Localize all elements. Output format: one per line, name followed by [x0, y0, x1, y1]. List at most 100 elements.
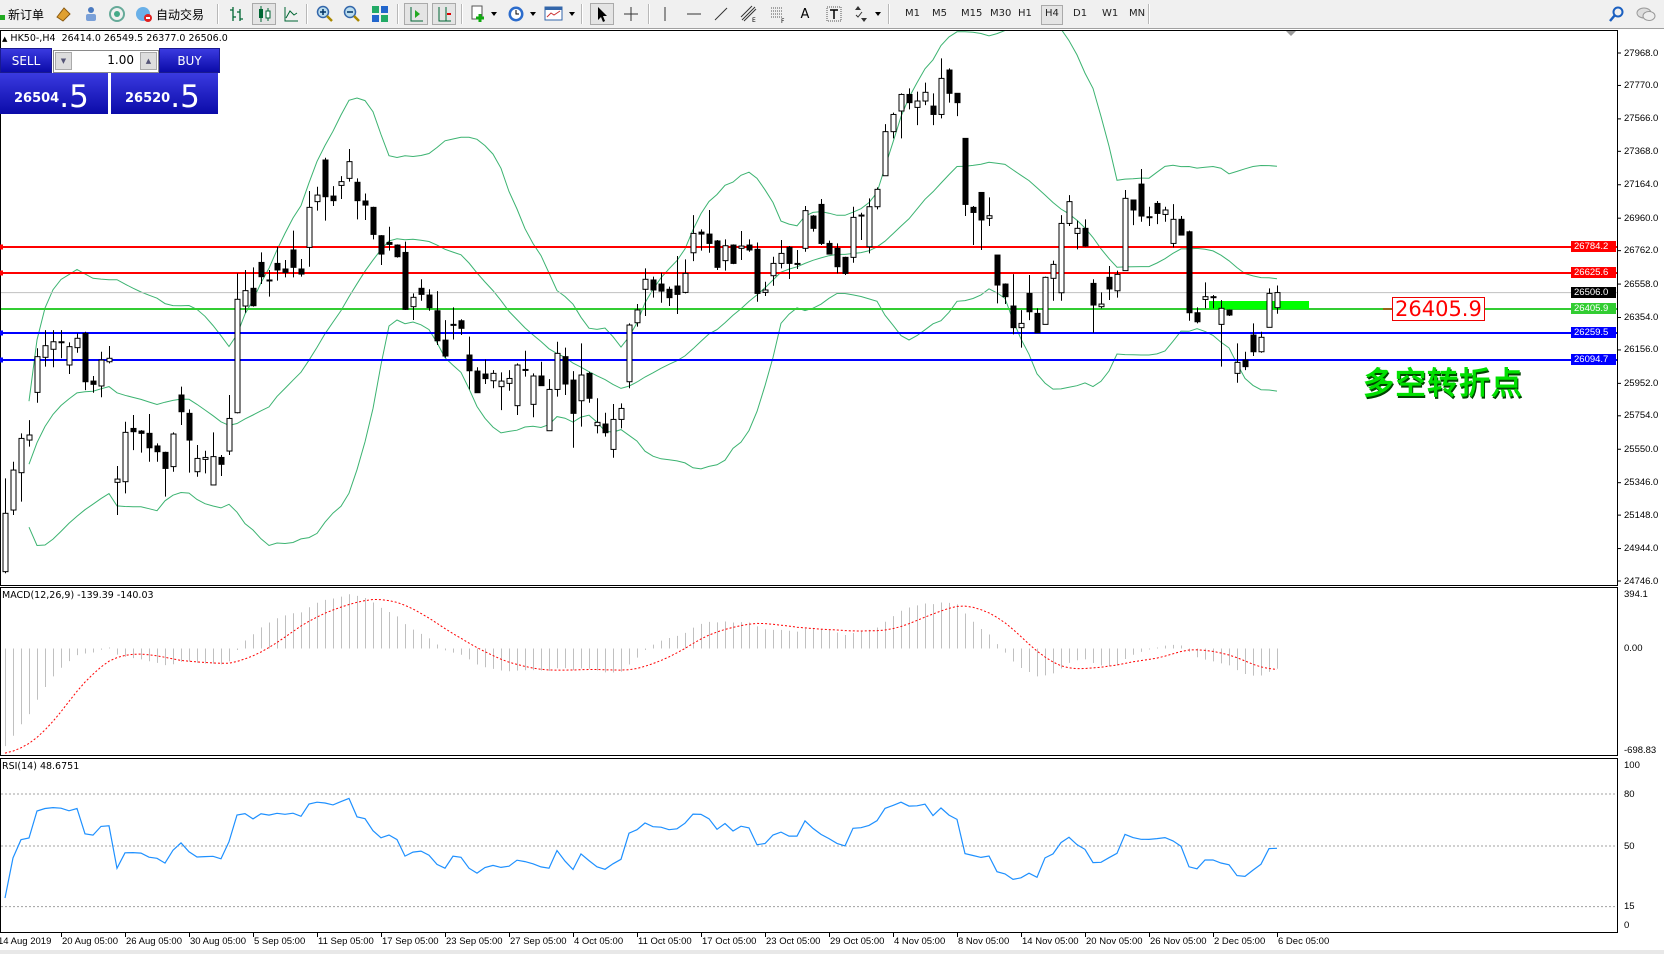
timeframe-m30[interactable]: M30	[990, 8, 1012, 19]
candle-body-bearish	[138, 430, 145, 434]
candle	[458, 319, 465, 336]
line-handle	[0, 357, 3, 363]
new-order-button[interactable]: 新订单	[0, 3, 44, 25]
arrows-dropdown-icon[interactable]	[875, 12, 881, 16]
buy-button[interactable]: BUY	[159, 48, 220, 73]
text-label-icon	[826, 6, 842, 22]
text-tool-button[interactable]: A	[795, 3, 815, 25]
trendline-button[interactable]	[710, 3, 732, 25]
timeframe-h1[interactable]: H1	[1018, 8, 1032, 19]
candle-body-bullish	[610, 418, 617, 450]
candle-body-bullish	[1074, 227, 1081, 234]
vertical-line-icon	[664, 7, 666, 21]
candle-body-bearish	[730, 244, 737, 264]
candle-body-bullish	[522, 368, 529, 371]
candle-body-bullish	[1042, 276, 1049, 325]
candle-body-bearish	[714, 240, 721, 268]
candle-body-bullish	[554, 352, 561, 390]
crosshair-button[interactable]	[620, 3, 642, 25]
candle	[538, 361, 545, 387]
timeframe-m5[interactable]: M5	[932, 8, 947, 19]
market-watch-button[interactable]	[80, 3, 102, 25]
candle	[786, 246, 793, 279]
candle-body-bullish	[882, 131, 889, 177]
separator	[1148, 4, 1150, 24]
candle	[874, 187, 881, 210]
sell-price-button[interactable]: 26504.5	[0, 73, 108, 114]
auto-scroll-button[interactable]	[404, 3, 428, 25]
lot-size-input[interactable]: ▼ 1.00 ▲	[53, 50, 159, 73]
lot-increase-icon[interactable]: ▲	[140, 52, 157, 70]
candle-body-bearish	[298, 268, 305, 275]
lot-decrease-icon[interactable]: ▼	[55, 52, 72, 70]
candle-body-bearish	[402, 251, 409, 310]
candle	[210, 432, 217, 486]
rsi-scale-label: 80	[1624, 788, 1635, 800]
candle-body-bullish	[410, 296, 417, 308]
cursor-tool-button[interactable]	[590, 3, 614, 25]
candle	[1018, 310, 1025, 348]
chart-shift-button[interactable]	[432, 3, 456, 25]
rsi-label: RSI(14) 48.6751	[2, 761, 80, 772]
gold-button[interactable]	[52, 3, 74, 25]
macd-signal-line	[4, 598, 1278, 754]
channel-button[interactable]: E	[738, 3, 760, 25]
candle	[202, 450, 209, 474]
price-annotation-box[interactable]: 26405.9	[1392, 297, 1485, 321]
bottom-scroll-edge[interactable]	[0, 950, 1664, 954]
auto-trading-button[interactable]: 自动交易	[134, 3, 204, 25]
candle	[722, 239, 729, 271]
sell-button[interactable]: SELL	[0, 48, 52, 73]
indicators-button[interactable]	[468, 3, 490, 25]
zoom-out-button[interactable]	[341, 3, 363, 25]
candle	[122, 421, 129, 494]
candle	[514, 363, 521, 415]
buy-price-button[interactable]: 26520.5	[111, 73, 218, 114]
separator	[648, 4, 650, 24]
search-button[interactable]	[1605, 3, 1627, 25]
timeframe-m1[interactable]: M1	[905, 8, 920, 19]
candle	[186, 409, 193, 473]
timeframe-m15[interactable]: M15	[961, 8, 983, 19]
chat-button[interactable]	[1634, 3, 1658, 25]
bar-chart-button[interactable]	[226, 3, 248, 25]
text-label-button[interactable]	[823, 3, 845, 25]
periods-button[interactable]	[505, 3, 527, 25]
templates-dropdown-icon[interactable]	[569, 12, 575, 16]
periods-dropdown-icon[interactable]	[530, 12, 536, 16]
timeframe-mn[interactable]: MN	[1129, 8, 1146, 19]
pivot-note-text[interactable]: 多空转折点	[1363, 366, 1523, 402]
candle	[770, 256, 777, 286]
candlestick-icon	[259, 6, 271, 22]
timeframe-w1[interactable]: W1	[1102, 8, 1119, 19]
sell-price-fraction: .5	[59, 79, 89, 115]
candle	[930, 93, 937, 126]
templates-button[interactable]	[542, 3, 566, 25]
candle	[746, 239, 753, 252]
candle-body-bearish	[1194, 312, 1201, 323]
fibonacci-button[interactable]: F	[767, 3, 789, 25]
line-chart-button[interactable]	[280, 3, 302, 25]
price-axis-label: 26354.0	[1624, 311, 1659, 323]
indicators-dropdown-icon[interactable]	[491, 12, 497, 16]
candle	[58, 330, 65, 359]
signals-button[interactable]	[106, 3, 128, 25]
zoom-in-button[interactable]	[314, 3, 336, 25]
tile-windows-button[interactable]	[369, 3, 391, 25]
candle	[762, 281, 769, 297]
arrows-button[interactable]	[850, 3, 872, 25]
collapse-triangle-icon[interactable]: ▲	[2, 35, 8, 43]
price-axis-label: 24746.0	[1624, 575, 1659, 587]
candle-body-bearish	[146, 432, 153, 449]
timeframe-h4[interactable]: H4	[1041, 5, 1063, 25]
horizontal-line-button[interactable]	[683, 3, 705, 25]
vertical-line-button[interactable]	[655, 3, 675, 25]
candle-body-bullish	[1218, 307, 1225, 325]
candle	[34, 348, 41, 403]
timeframe-d1[interactable]: D1	[1073, 8, 1088, 19]
pivot-zone-highlight	[1209, 301, 1309, 309]
candle-body-bullish	[722, 245, 729, 262]
candle	[434, 291, 441, 346]
candlestick-chart-button[interactable]	[252, 3, 276, 25]
